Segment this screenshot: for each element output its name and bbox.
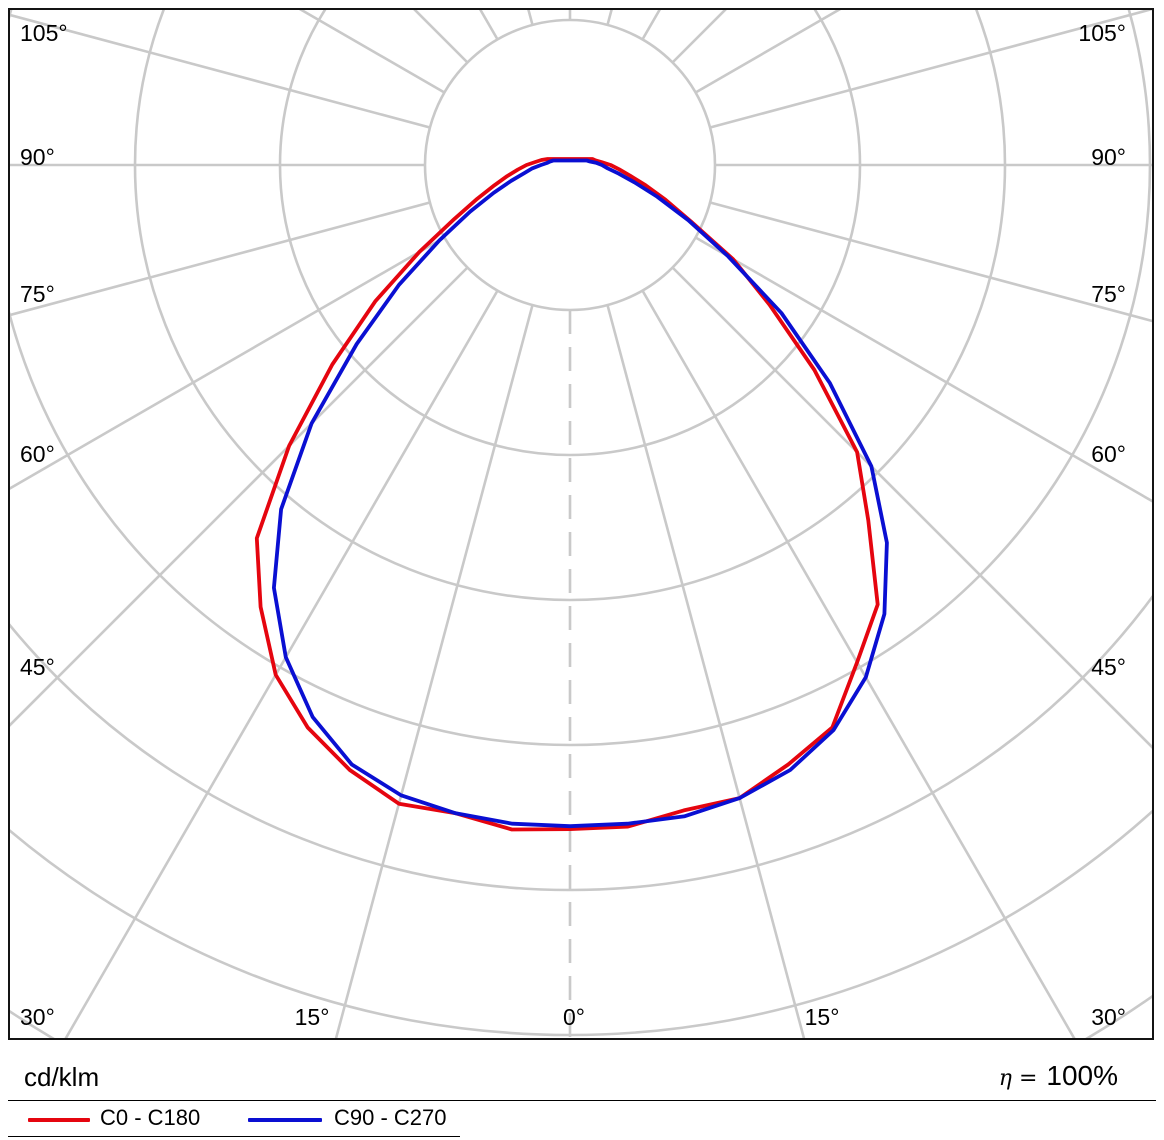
grid-radial-line xyxy=(10,201,431,317)
legend-label-c0-c180: C0 - C180 xyxy=(100,1105,201,1130)
grid-radial-line xyxy=(10,236,446,490)
polar-chart-area xyxy=(8,8,1154,1040)
efficiency-readout: η = 100% xyxy=(999,1060,1118,1092)
grid-circle xyxy=(10,594,1152,892)
grid-circle xyxy=(423,18,717,312)
grid-radial-line xyxy=(709,201,1152,323)
eta-symbol: η = xyxy=(998,1066,1038,1091)
legend-line-c90-c270 xyxy=(248,1118,322,1122)
separator-line xyxy=(8,1100,1156,1101)
grid-radial-line xyxy=(671,266,1152,749)
grid-radial-line xyxy=(64,289,499,1038)
grid-radial-line xyxy=(671,10,727,64)
polar-grid-and-curves xyxy=(10,10,1152,1038)
grid-radial-line xyxy=(694,236,1152,503)
grid-radial-line xyxy=(606,304,806,1038)
legend-line-c0-c180 xyxy=(28,1118,90,1122)
legend-label-c90-c270: C90 - C270 xyxy=(334,1105,447,1130)
grid-radial-line xyxy=(334,304,534,1038)
grid-radial-line xyxy=(527,10,534,26)
curve-C0-C180 xyxy=(254,157,880,832)
grid-radial-line xyxy=(641,289,1076,1038)
unit-label: cd/klm xyxy=(24,1062,100,1092)
grid-radial-line xyxy=(709,10,1152,129)
grid-radial-line xyxy=(413,10,469,64)
grid-radial-line xyxy=(694,10,842,94)
curve-C90-C270 xyxy=(272,158,889,829)
grid-radial-line xyxy=(10,13,431,129)
grid-circle xyxy=(10,10,1152,747)
legend-underline xyxy=(8,1136,460,1137)
grid-radial-line xyxy=(10,266,469,727)
grid-radial-line xyxy=(606,10,613,26)
eta-value: 100% xyxy=(1046,1060,1118,1091)
grid-radial-line xyxy=(298,10,446,94)
